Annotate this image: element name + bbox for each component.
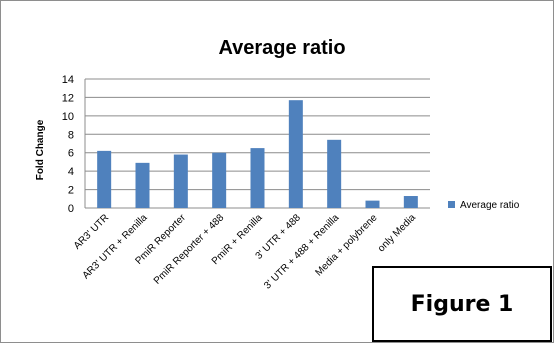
grid-lines — [84, 78, 430, 209]
category-label: PmiR Reporter + 488 — [152, 212, 227, 287]
y-tick-label: 2 — [68, 185, 74, 197]
y-tick-label: 6 — [68, 148, 74, 160]
bar — [327, 139, 342, 208]
category-label: 3' UTR + 488 + Renilla — [262, 212, 341, 291]
figure-label-box: Figure 1 — [372, 266, 552, 342]
bars — [97, 100, 418, 208]
category-label: only Media — [376, 212, 418, 254]
y-tick-label: 4 — [68, 166, 74, 178]
bar — [403, 196, 418, 208]
y-tick-label: 10 — [62, 111, 74, 123]
category-label: AR3' UTR + Renilla — [81, 212, 150, 281]
y-tick-label: 0 — [68, 203, 74, 215]
y-tick-label: 8 — [68, 129, 74, 141]
bar — [97, 150, 112, 208]
y-axis-title: Fold Change — [35, 119, 46, 180]
chart-title: Average ratio — [218, 37, 345, 59]
bar — [250, 148, 265, 208]
figure-label: Figure 1 — [410, 291, 514, 317]
legend-swatch — [448, 201, 455, 208]
y-tick-label: 12 — [62, 92, 74, 104]
bar — [288, 100, 303, 208]
y-tick-labels: 0 2 4 6 8 10 12 14 — [62, 74, 74, 215]
bar — [173, 154, 188, 208]
bar — [135, 162, 150, 208]
legend: Average ratio — [448, 200, 520, 211]
y-tick-label: 14 — [62, 74, 74, 86]
legend-label: Average ratio — [460, 200, 520, 211]
category-label: AR3' UTR — [72, 212, 111, 251]
bar — [212, 152, 227, 208]
bar — [365, 200, 380, 208]
